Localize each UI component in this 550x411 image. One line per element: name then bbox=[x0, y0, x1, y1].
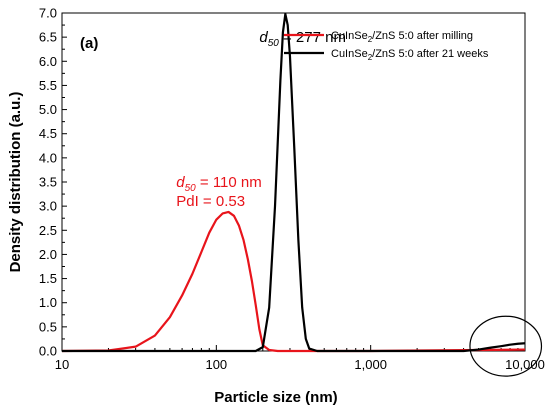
y-tick-label: 4.5 bbox=[39, 126, 57, 141]
y-tick-label: 5.5 bbox=[39, 78, 57, 93]
y-tick-label: 6.5 bbox=[39, 30, 57, 45]
y-tick-label: 4.0 bbox=[39, 150, 57, 165]
annotation-pdi-red: PdI = 0.53 bbox=[176, 193, 245, 210]
y-tick-label: 3.5 bbox=[39, 175, 57, 190]
y-tick-label: 3.0 bbox=[39, 199, 57, 214]
x-tick-label: 100 bbox=[205, 357, 227, 372]
highlight-ellipse bbox=[469, 315, 543, 377]
y-tick-label: 0.0 bbox=[39, 344, 57, 359]
x-tick-label: 10,000 bbox=[505, 357, 545, 372]
annotation-d50-black: d50 = 277 nm bbox=[259, 29, 346, 49]
y-tick-label: 1.0 bbox=[39, 295, 57, 310]
x-tick-label: 10 bbox=[55, 357, 69, 372]
plot-frame bbox=[61, 12, 526, 352]
series-line-1 bbox=[61, 210, 526, 353]
series-line-2 bbox=[62, 12, 526, 353]
y-tick-label: 2.0 bbox=[39, 247, 57, 262]
y-tick-label: 0.5 bbox=[39, 319, 57, 334]
x-axis-title: Particle size (nm) bbox=[214, 389, 337, 406]
legend-label-1: CuInSe2/ZnS 5:0 after milling bbox=[331, 30, 473, 44]
axis-ticks: 0.0 0.5 1.0 1.5 2.0 2.5 3.0 3.5 4.0 4.5 5.0 5.5 6.0 6… bbox=[39, 6, 545, 373]
legend-label-2: CuInSe2/ZnS 5:0 after 21 weeks bbox=[331, 48, 489, 62]
y-tick-label: 6.0 bbox=[39, 54, 57, 69]
x-tick-label: 1,000 bbox=[354, 357, 387, 372]
panel-label: (a) bbox=[80, 35, 98, 52]
legend: CuInSe2/ZnS 5:0 after milling CuInSe2/ZnS… bbox=[284, 30, 489, 62]
series-layer bbox=[61, 12, 543, 377]
annotation-d50-red: d50 = 110 nm bbox=[176, 174, 261, 194]
plot-area bbox=[61, 12, 526, 352]
y-tick-label: 5.0 bbox=[39, 102, 57, 117]
y-tick-label: 7.0 bbox=[39, 6, 57, 21]
y-tick-label: 2.5 bbox=[39, 223, 57, 238]
y-axis-title: Density distribution (a.u.) bbox=[7, 92, 24, 273]
y-tick-label: 1.5 bbox=[39, 271, 57, 286]
